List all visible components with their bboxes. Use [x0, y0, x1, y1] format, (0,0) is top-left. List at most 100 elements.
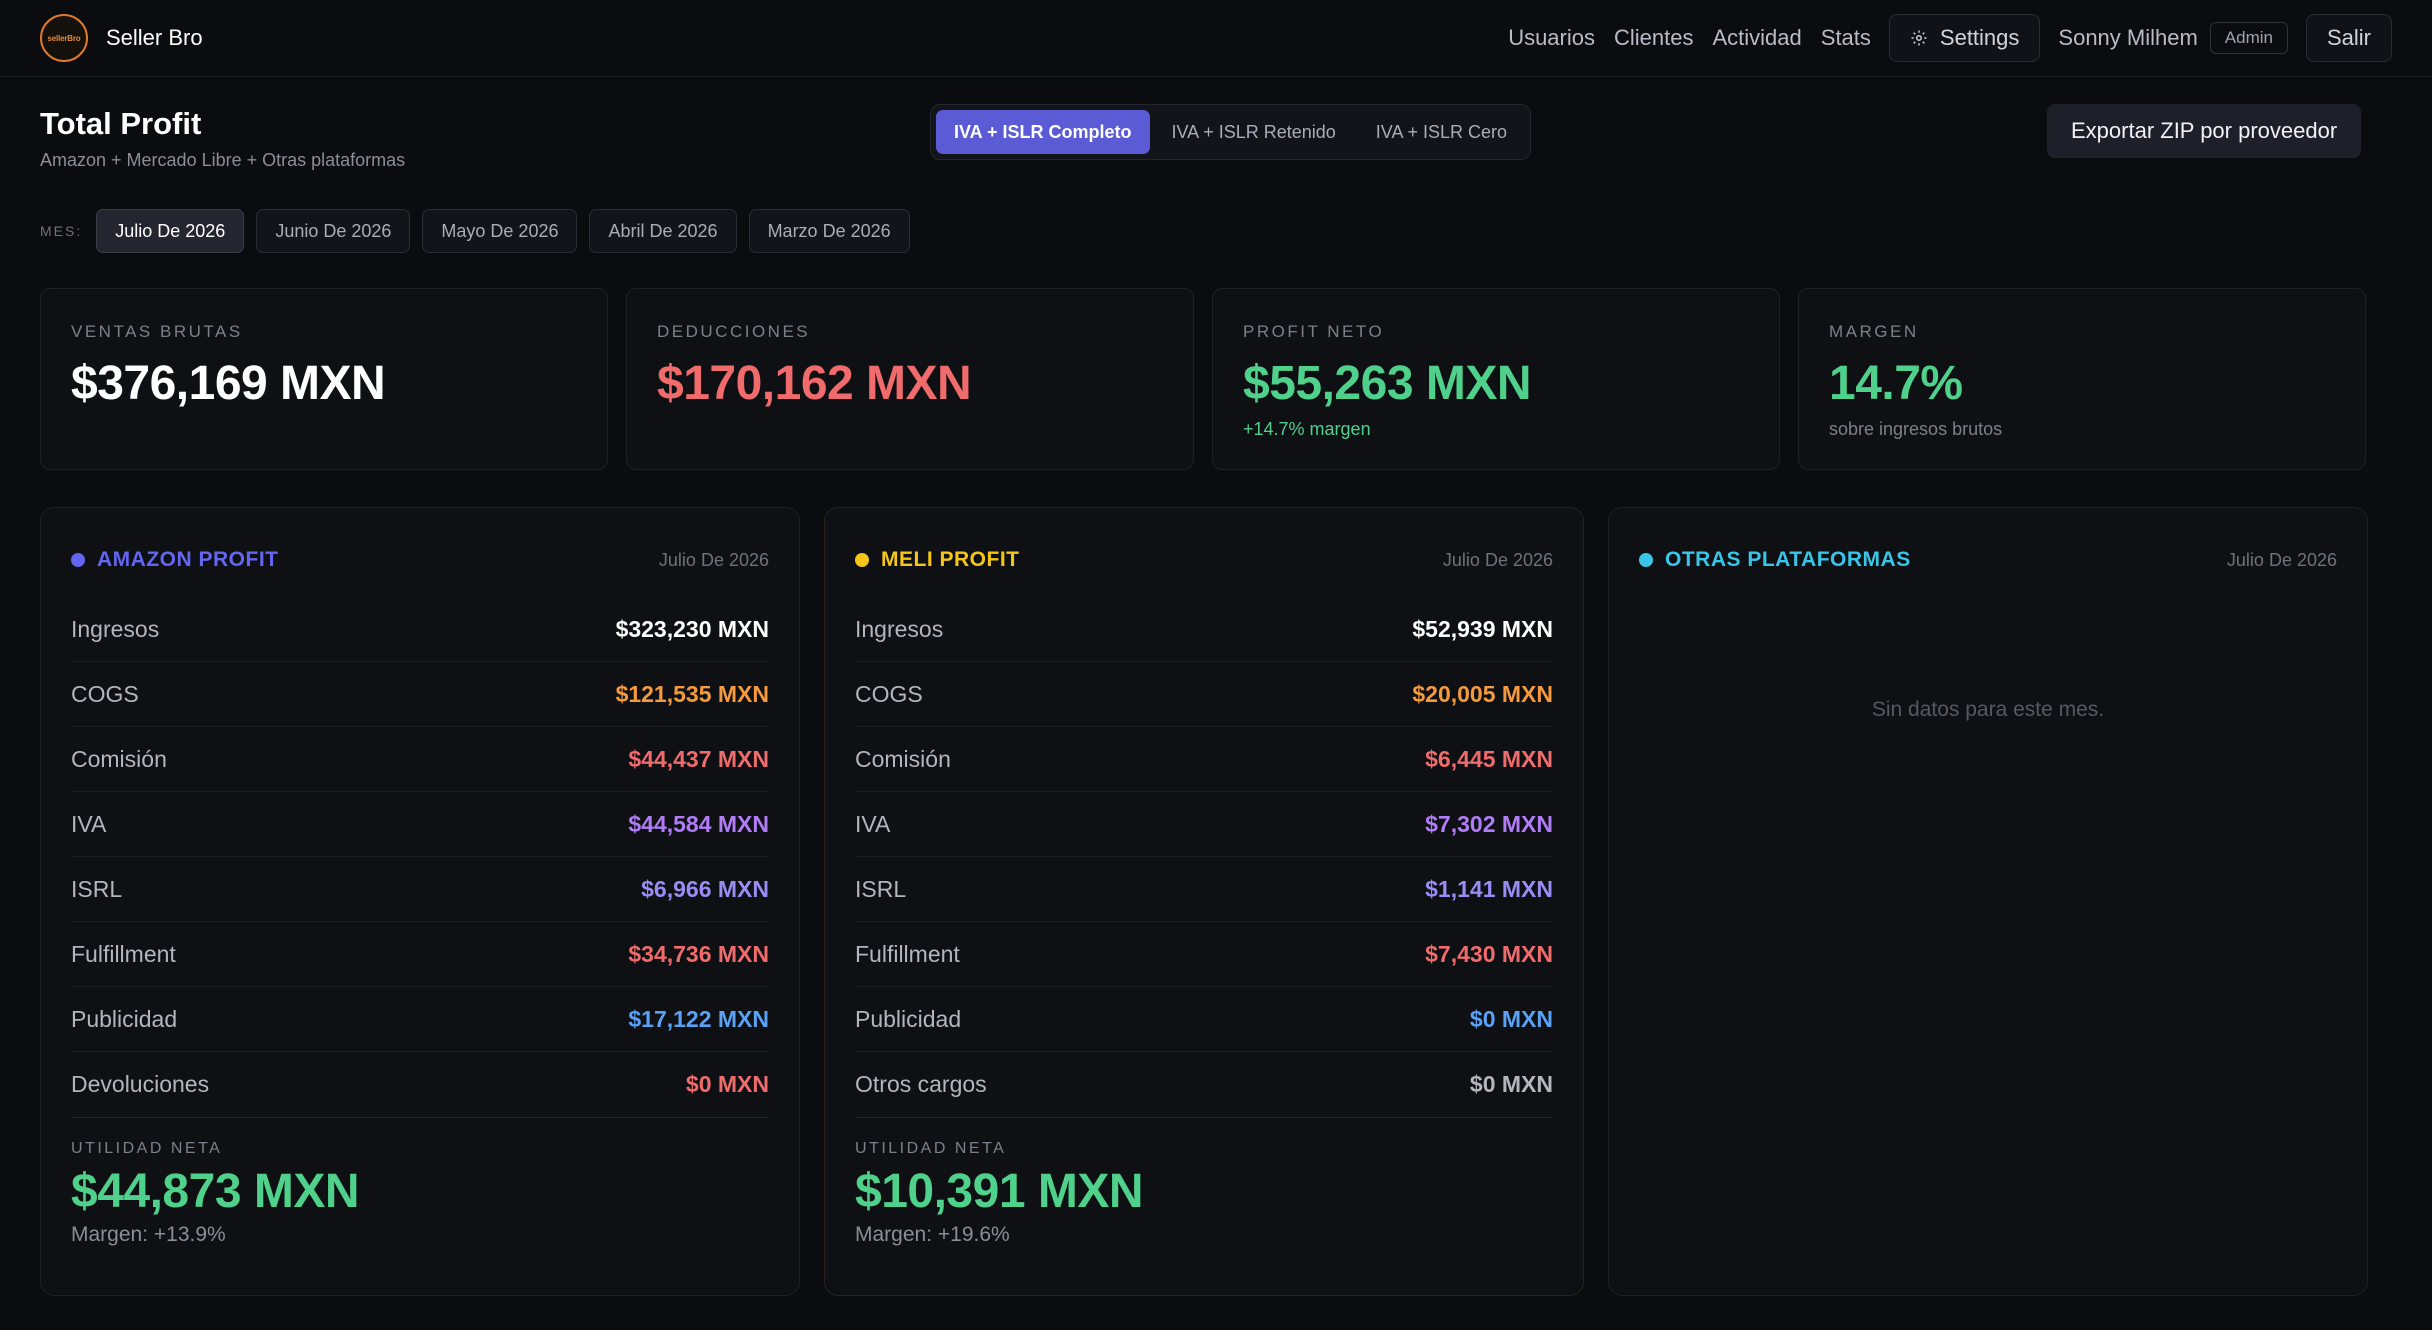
breakdown-row: IVA $7,302 MXN	[855, 792, 1553, 857]
net-profit-section: UTILIDAD NETA $44,873 MXN Margen: +13.9%	[71, 1117, 769, 1247]
stat-label: PROFIT NETO	[1243, 322, 1385, 341]
breakdown-row: Comisión $6,445 MXN	[855, 727, 1553, 792]
amazon-profit-panel: AMAZON PROFIT Julio De 2026 Ingresos $323…	[40, 507, 800, 1296]
meli-dot-icon	[855, 553, 869, 567]
panel-header: AMAZON PROFIT Julio De 2026	[71, 540, 769, 580]
row-value: $0 MXN	[1469, 1071, 1553, 1097]
breakdown-row: Ingresos $323,230 MXN	[71, 597, 769, 662]
stat-sub: sobre ingresos brutos	[1829, 419, 2003, 439]
page-subtitle: Amazon + Mercado Libre + Otras plataform…	[40, 150, 406, 170]
row-value: $20,005 MXN	[1412, 680, 1553, 707]
net-value: $44,873 MXN	[71, 1165, 360, 1218]
breakdown-row: ISRL $6,966 MXN	[71, 857, 769, 922]
row-label: IVA	[71, 810, 107, 837]
page-title: Total Profit	[40, 106, 202, 141]
breakdown-row: Comisión $44,437 MXN	[71, 727, 769, 792]
stat-value: 14.7%	[1829, 357, 1963, 410]
settings-button[interactable]: Settings	[1888, 14, 2041, 62]
gear-icon	[1911, 30, 1927, 46]
nav-link-actividad[interactable]: Actividad	[1712, 25, 1802, 50]
meli-profit-panel: MELI PROFIT Julio De 2026 Ingresos $52,93…	[824, 507, 1584, 1296]
stat-card-deducciones: DEDUCCIONES $170,162 MXN	[626, 288, 1194, 470]
breakdown-row: Fulfillment $7,430 MXN	[855, 922, 1553, 987]
row-value: $17,122 MXN	[628, 1005, 769, 1032]
stat-label: MARGEN	[1829, 322, 1919, 341]
row-value: $6,445 MXN	[1425, 745, 1553, 772]
nav-link-usuarios[interactable]: Usuarios	[1508, 25, 1595, 50]
row-value: $44,584 MXN	[628, 810, 769, 837]
row-label: COGS	[71, 680, 139, 707]
row-value: $44,437 MXN	[628, 745, 769, 772]
net-profit-section: UTILIDAD NETA $10,391 MXN Margen: +19.6%	[855, 1117, 1553, 1247]
nav-link-clientes[interactable]: Clientes	[1614, 25, 1694, 50]
row-label: Publicidad	[855, 1005, 962, 1032]
row-value: $7,302 MXN	[1425, 810, 1553, 837]
tax-mode-retenido[interactable]: IVA + ISLR Retenido	[1171, 121, 1336, 142]
stat-label: VENTAS BRUTAS	[71, 322, 243, 341]
breakdown-row: Fulfillment $34,736 MXN	[71, 922, 769, 987]
panel-title: OTRAS PLATAFORMAS	[1665, 548, 1911, 571]
row-value: $323,230 MXN	[615, 615, 769, 642]
month-chip[interactable]: Abril De 2026	[589, 209, 737, 253]
panel-title: MELI PROFIT	[881, 548, 1020, 571]
export-zip-button[interactable]: Exportar ZIP por proveedor	[2047, 104, 2362, 158]
panel-title: AMAZON PROFIT	[97, 548, 279, 571]
stat-card-ventas-brutas: VENTAS BRUTAS $376,169 MXN	[40, 288, 608, 470]
row-label: ISRL	[71, 875, 123, 902]
row-label: Ingresos	[71, 615, 160, 642]
amazon-dot-icon	[71, 553, 85, 567]
row-value: $121,535 MXN	[615, 680, 769, 707]
month-chip[interactable]: Marzo De 2026	[748, 209, 910, 253]
stat-value: $170,162 MXN	[657, 357, 972, 410]
breakdown-row: COGS $20,005 MXN	[855, 662, 1553, 727]
brand-logo: sellerBro	[40, 14, 88, 62]
stat-card-profit-neto: PROFIT NETO $55,263 MXN +14.7% margen	[1212, 288, 1780, 470]
row-value: $7,430 MXN	[1425, 940, 1553, 967]
net-value: $10,391 MXN	[855, 1165, 1144, 1218]
month-filter: MES: Julio De 2026 Junio De 2026 Mayo De…	[40, 209, 910, 253]
panel-header: MELI PROFIT Julio De 2026	[855, 540, 1553, 580]
month-chip[interactable]: Julio De 2026	[96, 209, 245, 253]
nav-actions: Usuarios Clientes Actividad Stats Settin…	[1508, 14, 2392, 62]
panel-header: OTRAS PLATAFORMAS Julio De 2026	[1639, 540, 2337, 580]
row-label: COGS	[855, 680, 923, 707]
stat-label: DEDUCCIONES	[657, 322, 811, 341]
row-value: $34,736 MXN	[628, 940, 769, 967]
stat-value: $376,169 MXN	[71, 357, 386, 410]
row-value: $52,939 MXN	[1412, 615, 1553, 642]
nav-link-stats[interactable]: Stats	[1820, 25, 1871, 50]
row-value: $6,966 MXN	[641, 875, 769, 902]
month-chip[interactable]: Mayo De 2026	[422, 209, 578, 253]
brand[interactable]: sellerBro Seller Bro	[40, 14, 203, 62]
net-margin: Margen: +13.9%	[71, 1223, 226, 1246]
month-label: MES:	[40, 223, 83, 239]
row-label: Fulfillment	[71, 940, 176, 967]
row-label: Fulfillment	[855, 940, 960, 967]
breakdown-row: IVA $44,584 MXN	[71, 792, 769, 857]
row-label: Comisión	[855, 745, 951, 772]
breakdown-row: Devoluciones $0 MXN	[71, 1052, 769, 1117]
row-label: Ingresos	[855, 615, 944, 642]
empty-state-message: Sin datos para este mes.	[1871, 698, 2105, 721]
row-label: IVA	[855, 810, 891, 837]
panel-month: Julio De 2026	[1442, 549, 1553, 570]
row-value: $1,141 MXN	[1425, 875, 1553, 902]
role-badge: Admin	[2209, 22, 2288, 54]
settings-label: Settings	[1939, 25, 2020, 50]
otras-plataformas-panel: OTRAS PLATAFORMAS Julio De 2026 Sin dato…	[1608, 507, 2368, 1296]
breakdown-row: Ingresos $52,939 MXN	[855, 597, 1553, 662]
breakdown-list: Ingresos $52,939 MXN COGS $20,005 MXN Comi…	[855, 597, 1553, 1117]
row-label: Devoluciones	[71, 1071, 210, 1097]
logout-button[interactable]: Salir	[2305, 14, 2392, 62]
top-nav: sellerBro Seller Bro Usuarios Clientes A…	[0, 0, 2432, 77]
month-chip[interactable]: Junio De 2026	[256, 209, 411, 253]
tax-mode-cero[interactable]: IVA + ISLR Cero	[1375, 121, 1508, 142]
row-value: $0 MXN	[1469, 1005, 1553, 1032]
stat-card-margen: MARGEN 14.7% sobre ingresos brutos	[1798, 288, 2366, 470]
breakdown-row: ISRL $1,141 MXN	[855, 857, 1553, 922]
tax-mode-completo[interactable]: IVA + ISLR Completo	[936, 110, 1150, 154]
breakdown-row: Otros cargos $0 MXN	[855, 1052, 1553, 1117]
row-label: Otros cargos	[855, 1071, 987, 1097]
net-label: UTILIDAD NETA	[71, 1140, 223, 1157]
panel-month: Julio De 2026	[2226, 549, 2337, 570]
